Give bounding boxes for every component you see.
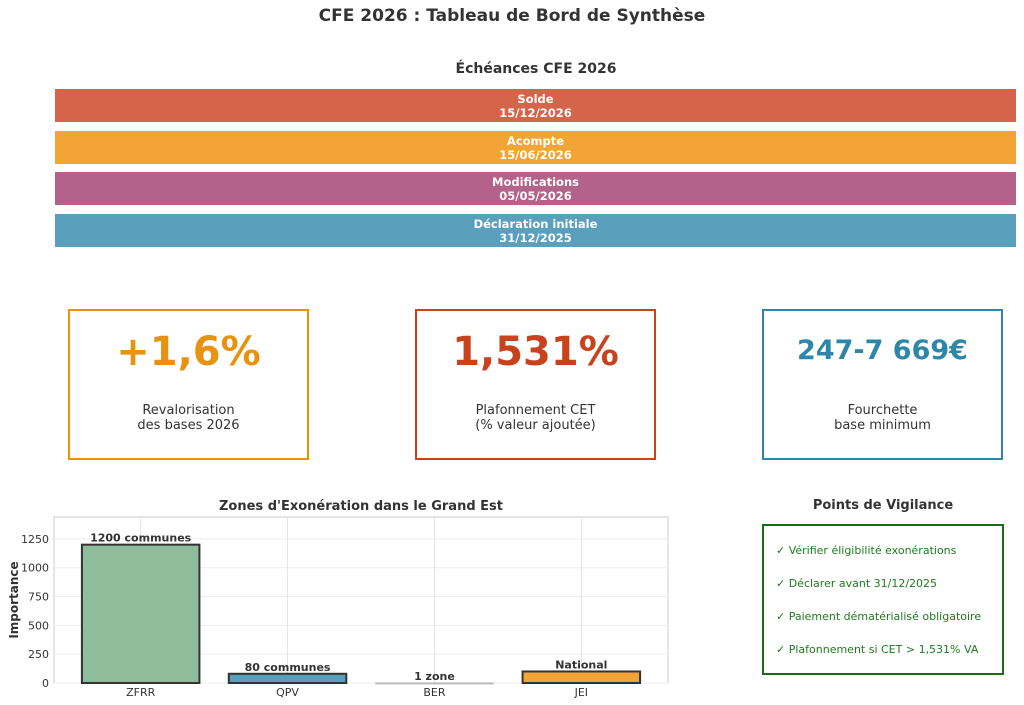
- timeline-date: 31/12/2025: [499, 230, 572, 245]
- y-tick-label: 500: [28, 619, 49, 632]
- y-tick-label: 0: [42, 677, 49, 690]
- timeline-date: 15/12/2026: [499, 105, 572, 120]
- kpi-label: Fourchette base minimum: [834, 403, 931, 433]
- bar-zfrr: [80, 543, 201, 684]
- vigilance-item: ✓ Paiement dématérialisé obligatoire: [776, 610, 982, 623]
- kpi-label: Plafonnement CET (% valeur ajoutée): [475, 403, 596, 433]
- kpi-value: +1,6%: [116, 329, 261, 375]
- timeline-bar: Solde 15/12/2026: [55, 89, 1016, 122]
- timeline-date: 15/06/2026: [499, 147, 572, 162]
- vigilance-title: Points de Vigilance: [812, 498, 954, 513]
- dashboard-title: CFE 2026 : Tableau de Bord de Synthèse: [318, 6, 706, 26]
- kpi-value: 247-7 669€: [797, 335, 968, 366]
- bar-qpv: [227, 672, 348, 684]
- vigilance-box: ✓ Vérifier éligibilité exonérations ✓ Déc…: [762, 524, 1004, 675]
- y-tick-label: 250: [28, 648, 49, 661]
- exoneration-chart: 0 250 500 750 1000 1250 1200 communes ZFRR 80 co…: [7, 499, 669, 699]
- x-tick-label: JEI: [574, 686, 588, 699]
- y-tick-label: 750: [28, 591, 49, 604]
- timeline-label: Solde: [517, 91, 554, 106]
- y-tick-label: 1250: [21, 533, 49, 546]
- x-tick-label: QPV: [276, 686, 299, 699]
- kpi-card: 1,531% Plafonnement CET (% valeur ajoutée…: [415, 309, 656, 460]
- data-label: 1 zone: [414, 670, 455, 683]
- timeline-label: Déclaration initiale: [473, 216, 598, 231]
- vigilance-item: ✓ Vérifier éligibilité exonérations: [776, 544, 957, 557]
- timeline-title: Échéances CFE 2026: [455, 61, 617, 77]
- data-label: 1200 communes: [90, 532, 192, 545]
- timeline-label: Acompte: [506, 133, 565, 148]
- timeline-bar: Acompte 15/06/2026: [55, 131, 1016, 164]
- chart-title: Zones d'Exonération dans le Grand Est: [219, 499, 503, 514]
- kpi-card: +1,6% Revalorisation des bases 2026: [68, 309, 309, 460]
- data-label: National: [555, 658, 607, 671]
- y-axis-label: Importance: [7, 561, 21, 638]
- timeline-bar: Modifications 05/05/2026: [55, 172, 1016, 205]
- bar-jei: [521, 670, 642, 685]
- x-tick-label: BER: [423, 686, 445, 699]
- timeline-date: 05/05/2026: [499, 188, 572, 203]
- x-tick-label: ZFRR: [126, 686, 156, 699]
- timeline-label: Modifications: [492, 174, 579, 189]
- vigilance-item: ✓ Déclarer avant 31/12/2025: [776, 577, 938, 590]
- kpi-label: Revalorisation des bases 2026: [137, 403, 240, 433]
- data-label: 80 communes: [245, 661, 331, 674]
- y-tick-label: 1000: [21, 562, 49, 575]
- kpi-value: 1,531%: [452, 329, 619, 375]
- bar-ber: [375, 682, 494, 685]
- vigilance-item: ✓ Plafonnement si CET > 1,531% VA: [776, 643, 979, 656]
- kpi-card: 247-7 669€ Fourchette base minimum: [762, 309, 1003, 460]
- timeline-bar: Déclaration initiale 31/12/2025: [55, 214, 1016, 247]
